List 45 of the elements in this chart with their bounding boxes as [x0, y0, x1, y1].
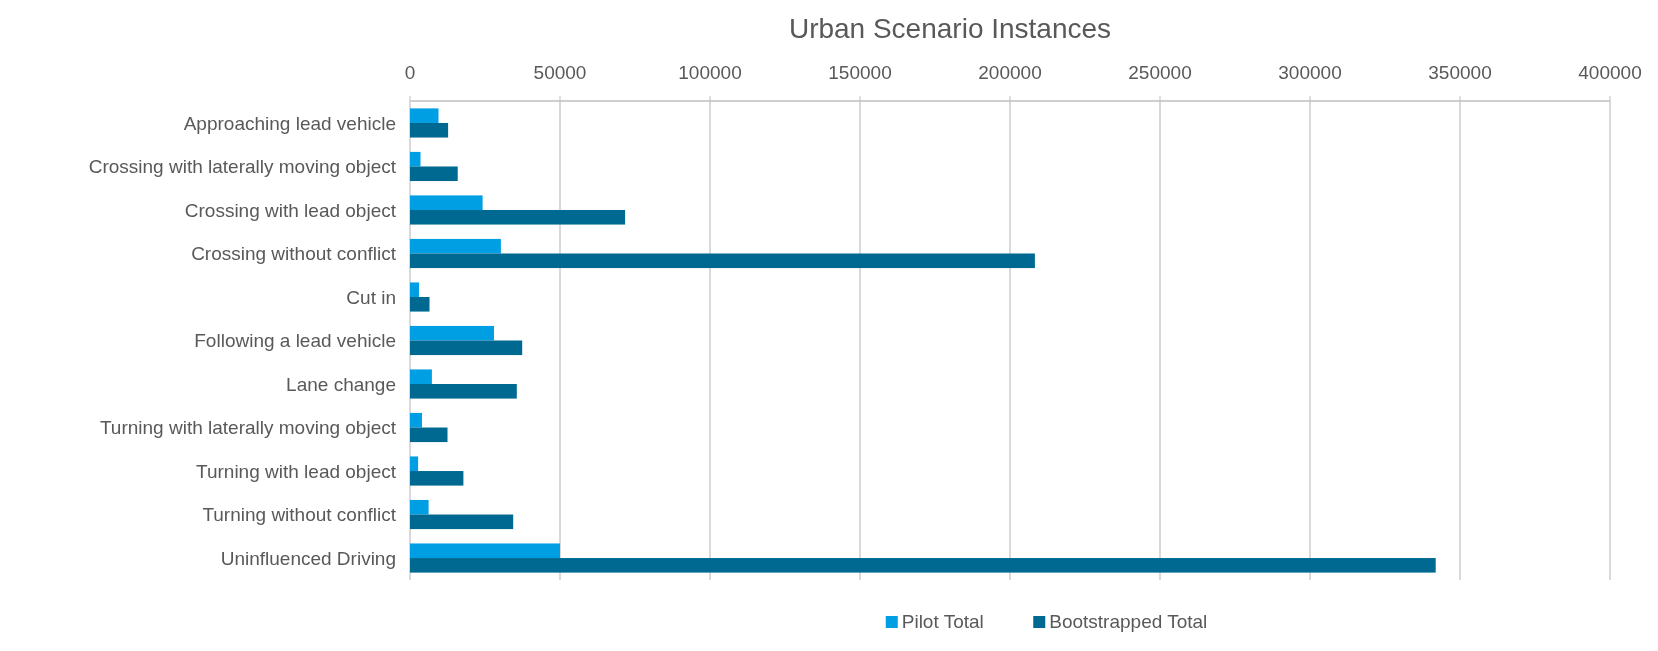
bar [410, 340, 523, 356]
x-tick-label: 400000 [1578, 62, 1642, 83]
x-tick-label: 200000 [978, 62, 1042, 83]
y-tick-label: Turning with lead object [196, 460, 397, 482]
x-tick-label: 100000 [678, 62, 742, 83]
y-tick-label: Cut in [346, 286, 396, 308]
x-tick-label: 250000 [1128, 62, 1192, 83]
bar [410, 253, 1035, 269]
y-tick-label: Following a lead vehicle [194, 330, 396, 352]
bar [410, 325, 494, 341]
y-tick-label: Approaching lead vehicle [183, 112, 396, 134]
chart-title: Urban Scenario Instances [788, 13, 1112, 44]
bar [410, 166, 458, 182]
bar [410, 384, 517, 399]
y-tick-label: Lane change [286, 373, 396, 395]
x-tick-label: 150000 [828, 62, 892, 83]
y-tick-label: Crossing with laterally moving object [88, 156, 397, 178]
bar [410, 471, 464, 486]
x-tick-label: 300000 [1278, 62, 1342, 83]
bar [410, 369, 432, 385]
bar [410, 499, 429, 515]
bar [410, 412, 422, 428]
y-tick-label: Crossing with lead object [184, 199, 397, 221]
y-tick-label: Crossing without conflict [191, 243, 397, 265]
y-tick-label: Uninfluenced Driving [220, 547, 396, 569]
y-tick-label: Turning without conflict [202, 504, 397, 526]
y-tick-label: Turning with laterally moving object [99, 417, 397, 439]
x-tick-label: 50000 [533, 62, 587, 83]
legend-label: Bootstrapped Total [1049, 611, 1208, 632]
bar [410, 122, 449, 138]
bar [410, 151, 421, 167]
x-tick-label: 0 [404, 62, 416, 83]
bar [410, 558, 1436, 573]
x-tick-label: 350000 [1428, 62, 1492, 83]
bar [410, 296, 430, 312]
legend-label: Pilot Total [901, 611, 984, 632]
bar [410, 514, 514, 530]
bar [410, 108, 439, 123]
bar [410, 209, 626, 225]
bar [410, 456, 419, 472]
bar [410, 195, 483, 210]
bar [410, 427, 448, 443]
bar [410, 543, 560, 559]
bar [410, 282, 419, 297]
bar [410, 238, 501, 254]
